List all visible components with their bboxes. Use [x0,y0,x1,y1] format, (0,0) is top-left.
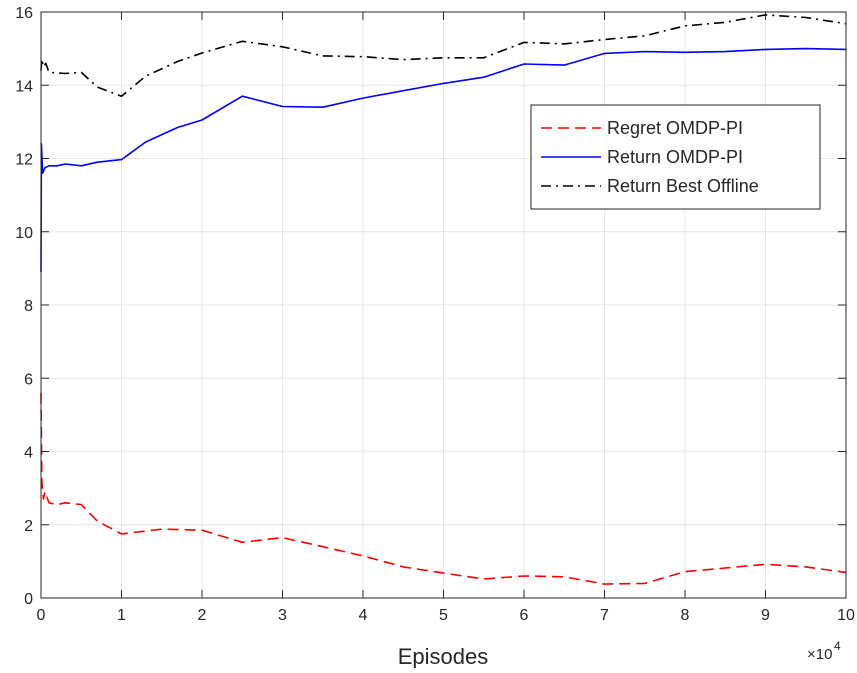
y-tick-label-7: 14 [15,78,33,95]
x-axis-multiplier: ×10 4 [807,639,841,663]
x-tick-label-0: 0 [37,607,46,624]
x-multiplier-exponent: 4 [834,639,841,653]
x-tick-labels: 0 1 2 3 4 5 6 7 8 9 10 [37,607,855,624]
series-lines [40,14,847,585]
series-line-1 [40,47,847,273]
x-tick-label-8: 8 [681,607,690,624]
legend-label-0: Regret OMDP-PI [607,118,743,138]
x-tick-label-1: 1 [117,607,126,624]
axis-ticks [40,11,847,599]
series-line-2 [40,14,847,97]
y-tick-label-0: 0 [24,591,33,608]
y-tick-label-5: 10 [15,225,33,242]
x-tick-label-7: 7 [600,607,609,624]
legend-label-2: Return Best Offline [607,176,759,196]
y-tick-label-1: 2 [24,518,33,535]
x-multiplier-base: ×10 [807,646,832,663]
series-line-0 [40,392,847,585]
y-tick-labels: 0 2 4 6 8 10 12 14 16 [15,5,33,608]
y-tick-label-2: 4 [24,445,33,462]
x-tick-label-10: 10 [837,607,855,624]
x-tick-label-9: 9 [761,607,770,624]
x-tick-label-5: 5 [439,607,448,624]
legend: Regret OMDP-PI Return OMDP-PI Return Best … [530,104,821,210]
x-tick-label-4: 4 [359,607,368,624]
x-tick-label-3: 3 [278,607,287,624]
x-axis-label: Episodes [398,644,489,668]
y-tick-label-3: 6 [24,371,33,388]
y-tick-label-6: 12 [15,152,33,169]
x-tick-label-2: 2 [198,607,207,624]
x-tick-label-6: 6 [520,607,529,624]
y-tick-label-8: 16 [15,5,33,22]
legend-label-1: Return OMDP-PI [607,147,743,167]
y-tick-label-4: 8 [24,298,33,315]
